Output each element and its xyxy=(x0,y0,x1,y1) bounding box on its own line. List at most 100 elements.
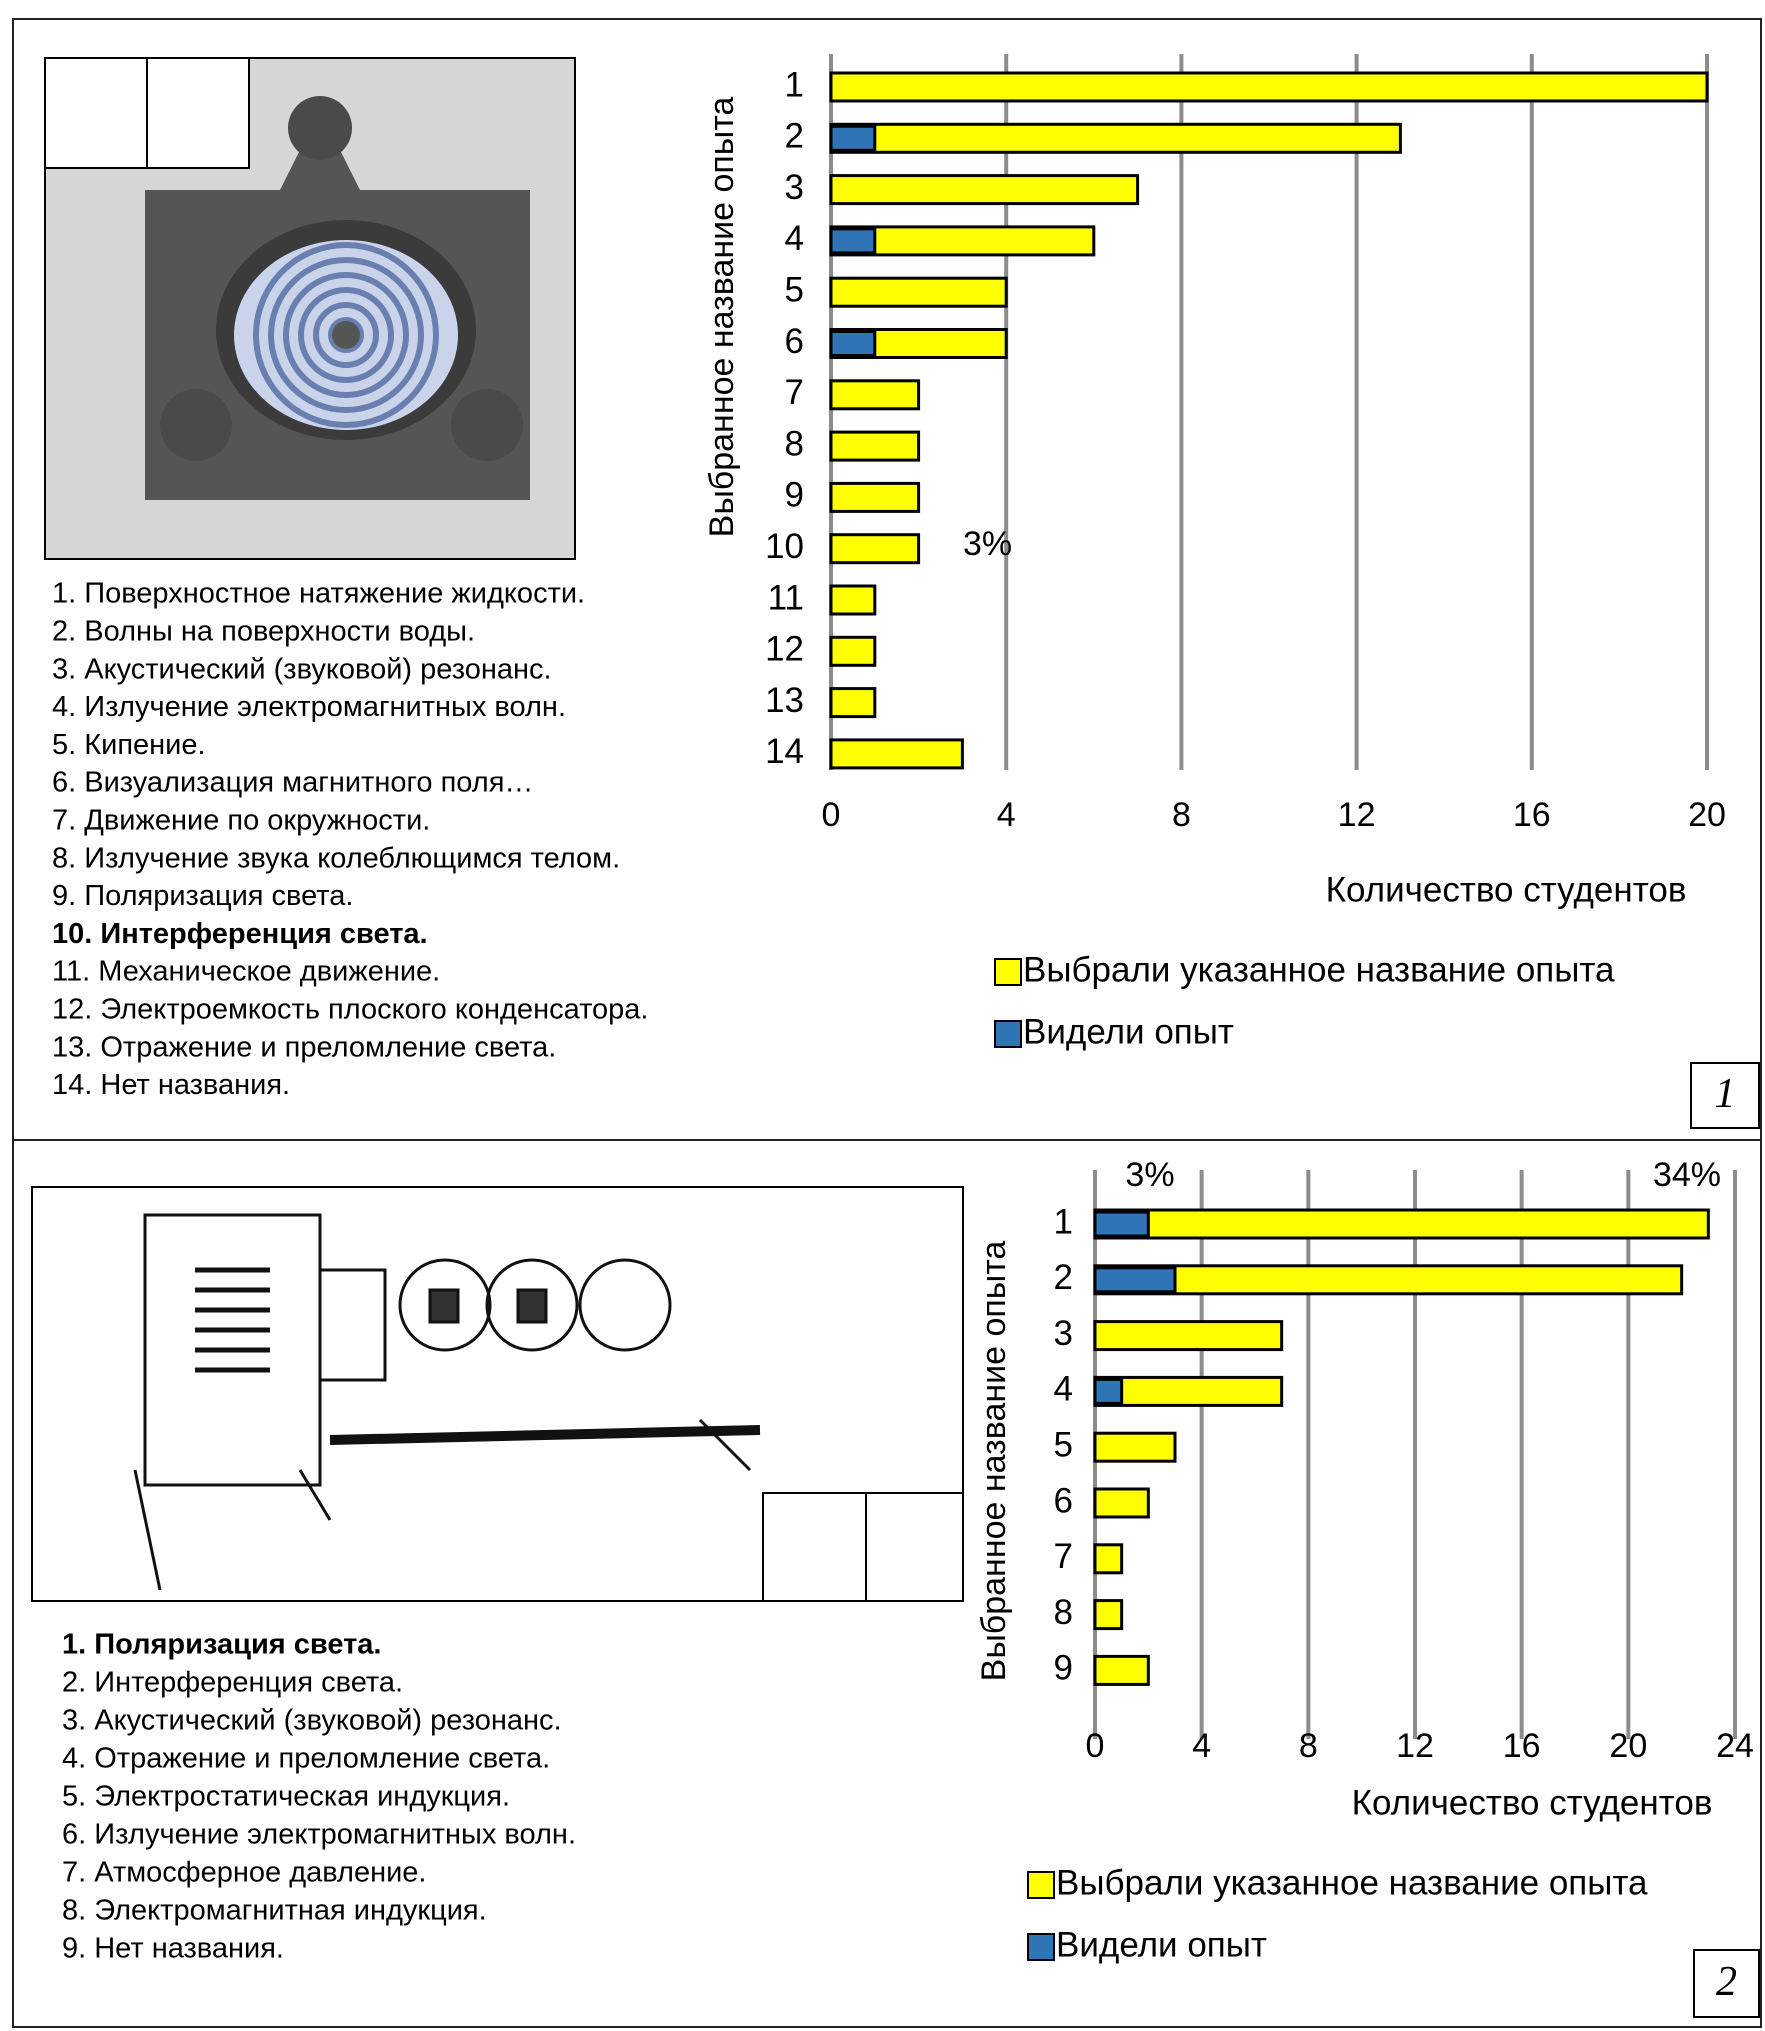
legend-label: Видели опыт xyxy=(1056,1925,1267,1964)
list-item: 6. Излучение электромагнитных волн. xyxy=(62,1819,576,1851)
list-item: 3. Акустический (звуковой) резонанс. xyxy=(52,653,552,685)
panel-label-box xyxy=(1693,1949,1760,2018)
annotation: 3% xyxy=(963,525,1012,563)
y-tick-label: 7 xyxy=(1054,1537,1073,1576)
legend-label: Выбрали указанное название опыта xyxy=(1023,950,1615,989)
list-item: 4. Излучение электромагнитных волн. xyxy=(52,691,566,723)
bar xyxy=(829,533,921,565)
y-tick-label: 11 xyxy=(768,578,804,617)
bar xyxy=(1093,1210,1150,1238)
list-item: 3. Акустический (звуковой) резонанс. xyxy=(62,1705,562,1737)
list-item: 13. Отражение и преломление света. xyxy=(52,1031,556,1063)
x-axis-label: Количество студентов xyxy=(1352,1783,1713,1822)
x-tick-label: 24 xyxy=(1716,1727,1754,1765)
list-item: 1. Поверхностное натяжение жидкости. xyxy=(52,578,585,610)
list-item: 9. Нет названия. xyxy=(62,1933,284,1965)
y-tick-label: 6 xyxy=(1054,1481,1073,1520)
list-item: 2. Волны на поверхности воды. xyxy=(52,615,475,647)
bar xyxy=(829,174,1140,206)
bar xyxy=(829,122,1402,154)
x-tick-label: 8 xyxy=(1299,1727,1318,1765)
legend-label: Видели опыт xyxy=(1023,1012,1234,1051)
y-tick-label: 13 xyxy=(765,681,804,720)
bar xyxy=(1093,1377,1124,1405)
frame xyxy=(12,18,1762,2028)
x-tick-label: 4 xyxy=(997,796,1016,834)
x-tick-label: 16 xyxy=(1503,1727,1541,1765)
y-tick-label: 9 xyxy=(785,476,804,515)
y-tick-label: 3 xyxy=(1054,1314,1073,1353)
y-axis-label: Выбранное название опыта xyxy=(975,1241,1013,1682)
x-tick-label: 0 xyxy=(1086,1727,1105,1765)
bar xyxy=(829,687,877,719)
bar xyxy=(1093,1264,1684,1296)
photo-1 xyxy=(44,57,576,560)
list-item: 9. Поляризация света. xyxy=(52,880,353,912)
bar xyxy=(1093,1320,1284,1352)
legend-swatch xyxy=(1027,1933,1055,1961)
list-item: 5. Электростатическая индукция. xyxy=(62,1781,510,1813)
x-tick-label: 12 xyxy=(1396,1727,1434,1765)
y-tick-label: 9 xyxy=(1054,1649,1073,1688)
bar xyxy=(1093,1266,1177,1294)
legend-swatch xyxy=(994,1020,1022,1048)
list-item: 4. Отражение и преломление света. xyxy=(62,1743,550,1775)
legend-label: Выбрали указанное название опыта xyxy=(1056,1863,1648,1902)
x-tick-label: 20 xyxy=(1688,796,1726,834)
annotation: 34% xyxy=(1653,1156,1721,1194)
bar xyxy=(829,481,921,513)
bar xyxy=(1093,1431,1177,1463)
bar xyxy=(1093,1208,1710,1240)
y-tick-label: 4 xyxy=(1054,1370,1073,1409)
y-tick-label: 12 xyxy=(765,630,804,669)
y-axis-label: Выбранное название опыта xyxy=(703,97,741,538)
x-tick-label: 20 xyxy=(1609,1727,1647,1765)
bar xyxy=(1093,1543,1124,1575)
y-tick-label: 1 xyxy=(785,65,804,104)
bar xyxy=(829,124,877,152)
bar xyxy=(1093,1654,1150,1686)
y-tick-label: 5 xyxy=(1054,1425,1073,1464)
annotation: 3% xyxy=(1125,1156,1174,1194)
y-tick-label: 8 xyxy=(1054,1593,1073,1632)
y-tick-label: 2 xyxy=(1054,1258,1073,1297)
photo-2 xyxy=(31,1186,964,1602)
x-tick-label: 12 xyxy=(1338,796,1376,834)
list-item: 6. Визуализация магнитного поля… xyxy=(52,767,533,799)
bar xyxy=(829,584,877,616)
list-item: 2. Интерференция света. xyxy=(62,1667,403,1699)
bar xyxy=(829,330,877,357)
list-item: 1. Поляризация света. xyxy=(62,1629,381,1661)
list-item: 7. Движение по окружности. xyxy=(52,804,430,836)
bar xyxy=(1093,1599,1124,1631)
bar xyxy=(1093,1487,1150,1519)
y-tick-label: 2 xyxy=(785,117,804,156)
bar xyxy=(829,430,921,462)
list-item: 8. Излучение звука колеблющимся телом. xyxy=(52,842,620,874)
bar xyxy=(829,276,1008,308)
list-item: 12. Электроемкость плоского конденсатора… xyxy=(52,993,648,1025)
x-tick-label: 8 xyxy=(1172,796,1191,834)
list-item: 8. Электромагнитная индукция. xyxy=(62,1895,487,1927)
list-item: 5. Кипение. xyxy=(52,729,206,761)
panel-label: 1 xyxy=(1715,1071,1736,1117)
panel-label: 2 xyxy=(1716,1959,1737,2005)
list-item: 7. Атмосферное давление. xyxy=(62,1857,426,1889)
list-item: 10. Интерференция света. xyxy=(52,918,428,950)
y-tick-label: 6 xyxy=(785,322,804,361)
bar xyxy=(829,71,1709,103)
legend-swatch xyxy=(994,958,1022,986)
y-tick-label: 7 xyxy=(785,373,804,412)
x-tick-label: 16 xyxy=(1513,796,1551,834)
legend-swatch xyxy=(1027,1871,1055,1899)
y-tick-label: 1 xyxy=(1054,1202,1073,1241)
list-item: 11. Механическое движение. xyxy=(52,956,440,988)
bar xyxy=(829,738,964,770)
y-tick-label: 4 xyxy=(785,219,804,258)
bar xyxy=(829,227,877,255)
panel-label-box xyxy=(1690,1062,1760,1129)
x-tick-label: 0 xyxy=(822,796,841,834)
y-tick-label: 3 xyxy=(785,168,804,207)
bar xyxy=(829,635,877,667)
